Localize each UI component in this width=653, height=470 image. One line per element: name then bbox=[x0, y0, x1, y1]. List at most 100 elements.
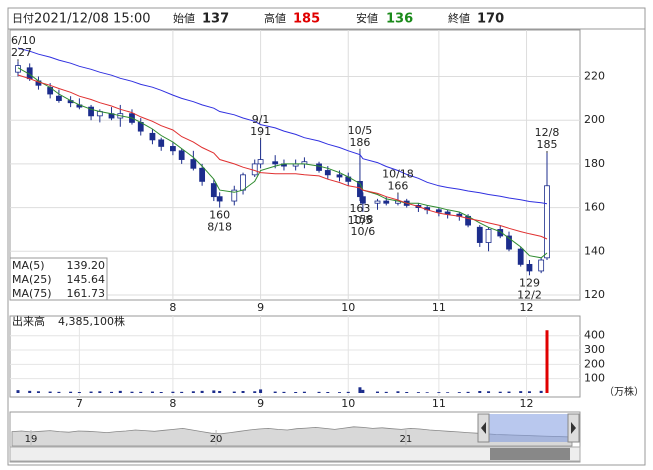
volume-bar bbox=[498, 391, 502, 393]
scrollbar-thumb[interactable] bbox=[490, 448, 570, 460]
annotation-value: 227 bbox=[11, 46, 32, 59]
x-tick-label: 11 bbox=[432, 301, 446, 314]
volume-bar bbox=[282, 391, 286, 393]
volume-bar bbox=[545, 330, 549, 393]
volume-bar bbox=[326, 391, 330, 393]
volume-bar bbox=[69, 391, 73, 393]
candle-body bbox=[272, 161, 279, 165]
annotation-value: 166 bbox=[387, 179, 408, 192]
legend-box bbox=[9, 257, 108, 301]
moving-average bbox=[17, 67, 548, 259]
annotation-value: 186 bbox=[349, 136, 370, 149]
x-tick-label: 10 bbox=[341, 301, 355, 314]
candle-body bbox=[216, 196, 223, 202]
x-tick-label: 8 bbox=[169, 397, 176, 410]
annotation-date: 10/6 bbox=[351, 225, 376, 238]
legend-name: MA(25) bbox=[12, 273, 52, 286]
legend-name: MA(5) bbox=[12, 259, 45, 272]
moving-average bbox=[17, 47, 548, 205]
annotation-date: 12/2 bbox=[517, 288, 542, 301]
volume-bar bbox=[457, 392, 461, 393]
x-tick-label: 9 bbox=[257, 301, 264, 314]
volume-bar bbox=[139, 391, 143, 393]
navigator-controls bbox=[9, 413, 581, 462]
header-high: 185 bbox=[293, 12, 320, 27]
annotation-date: 10/18 bbox=[382, 167, 414, 180]
candle-body bbox=[383, 200, 390, 204]
candle-body bbox=[210, 183, 217, 198]
volume-bar bbox=[36, 391, 40, 393]
volume-bar bbox=[98, 391, 102, 393]
volume-bar bbox=[48, 391, 52, 393]
x-tick-label: 12 bbox=[520, 301, 534, 314]
candle-body bbox=[506, 235, 512, 250]
volume-bar bbox=[118, 390, 122, 393]
plot-layer: 120 140 160 180 200 220 8 9 10 11 12 MA(5) 139.20 MA(… bbox=[9, 30, 644, 447]
x-tick-label: 20 bbox=[210, 434, 223, 445]
candle-body bbox=[485, 229, 492, 243]
volume-bar bbox=[218, 390, 222, 393]
y-tick-label: 180 bbox=[584, 157, 605, 170]
header-open-label: 始値 bbox=[173, 11, 195, 25]
candle-body bbox=[56, 95, 62, 101]
navigator-selection[interactable] bbox=[484, 414, 572, 442]
volume-bar bbox=[130, 391, 134, 393]
candle-body bbox=[170, 146, 176, 152]
volume-bar bbox=[232, 391, 236, 393]
y-tick-label: 220 bbox=[584, 70, 605, 83]
volume-bar bbox=[150, 391, 154, 393]
volume-bar bbox=[507, 391, 511, 393]
volume-bar bbox=[294, 391, 298, 393]
candle-body bbox=[374, 200, 381, 204]
volume-latest: 4,385,100株 bbox=[58, 314, 125, 328]
candle-body bbox=[257, 159, 264, 165]
x-tick-label: 19 bbox=[25, 434, 38, 445]
annotation-date: 8/18 bbox=[207, 221, 232, 234]
legend-value: 161.73 bbox=[67, 287, 106, 300]
volume-bar bbox=[180, 391, 184, 393]
volume-bar bbox=[466, 391, 470, 393]
candle-body bbox=[324, 170, 331, 176]
volume-bar bbox=[361, 389, 365, 393]
y-tick-label: 100 bbox=[584, 372, 605, 385]
legend-value: 145.64 bbox=[67, 273, 106, 286]
volume-bar bbox=[405, 391, 409, 393]
x-tick-label: 21 bbox=[400, 434, 413, 445]
x-tick-label: 11 bbox=[432, 397, 446, 410]
navigator-pane bbox=[9, 411, 581, 463]
y-tick-label: 120 bbox=[584, 288, 605, 301]
candle-body bbox=[526, 263, 533, 272]
volume-title: 出来高 bbox=[12, 314, 45, 328]
candle-body bbox=[231, 189, 238, 202]
x-tick-label: 7 bbox=[76, 397, 83, 410]
header-close-label: 終値 bbox=[448, 11, 470, 25]
volume-bar bbox=[478, 390, 482, 393]
x-tick-label: 9 bbox=[257, 397, 264, 410]
y-tick-label: 400 bbox=[584, 329, 605, 342]
volume-bar bbox=[200, 390, 204, 393]
candle-body bbox=[544, 185, 550, 259]
y-tick-label: 200 bbox=[584, 357, 605, 370]
volume-bar bbox=[241, 390, 245, 393]
arrow-right bbox=[571, 422, 576, 434]
header-open: 137 bbox=[202, 12, 229, 27]
y-tick-label: 200 bbox=[584, 113, 605, 126]
volume-bar bbox=[212, 390, 216, 393]
legend-value: 139.20 bbox=[67, 259, 106, 272]
volume-bar bbox=[416, 392, 420, 393]
scrollbar-track[interactable] bbox=[9, 446, 581, 462]
annotation-value: 163 bbox=[349, 202, 370, 215]
volume-bar bbox=[110, 391, 114, 393]
volume-bar bbox=[259, 389, 263, 393]
annotation-value: 160 bbox=[209, 209, 230, 222]
header-close: 170 bbox=[477, 12, 504, 27]
annotation-date: 12/8 bbox=[535, 126, 560, 139]
candle-body bbox=[88, 106, 94, 117]
volume-bar bbox=[253, 391, 257, 393]
volume-bar bbox=[539, 390, 543, 393]
candle-body bbox=[476, 226, 483, 243]
volume-bar bbox=[346, 391, 350, 393]
moving-average bbox=[17, 74, 548, 240]
annotation-date: 10/5 bbox=[348, 214, 373, 227]
